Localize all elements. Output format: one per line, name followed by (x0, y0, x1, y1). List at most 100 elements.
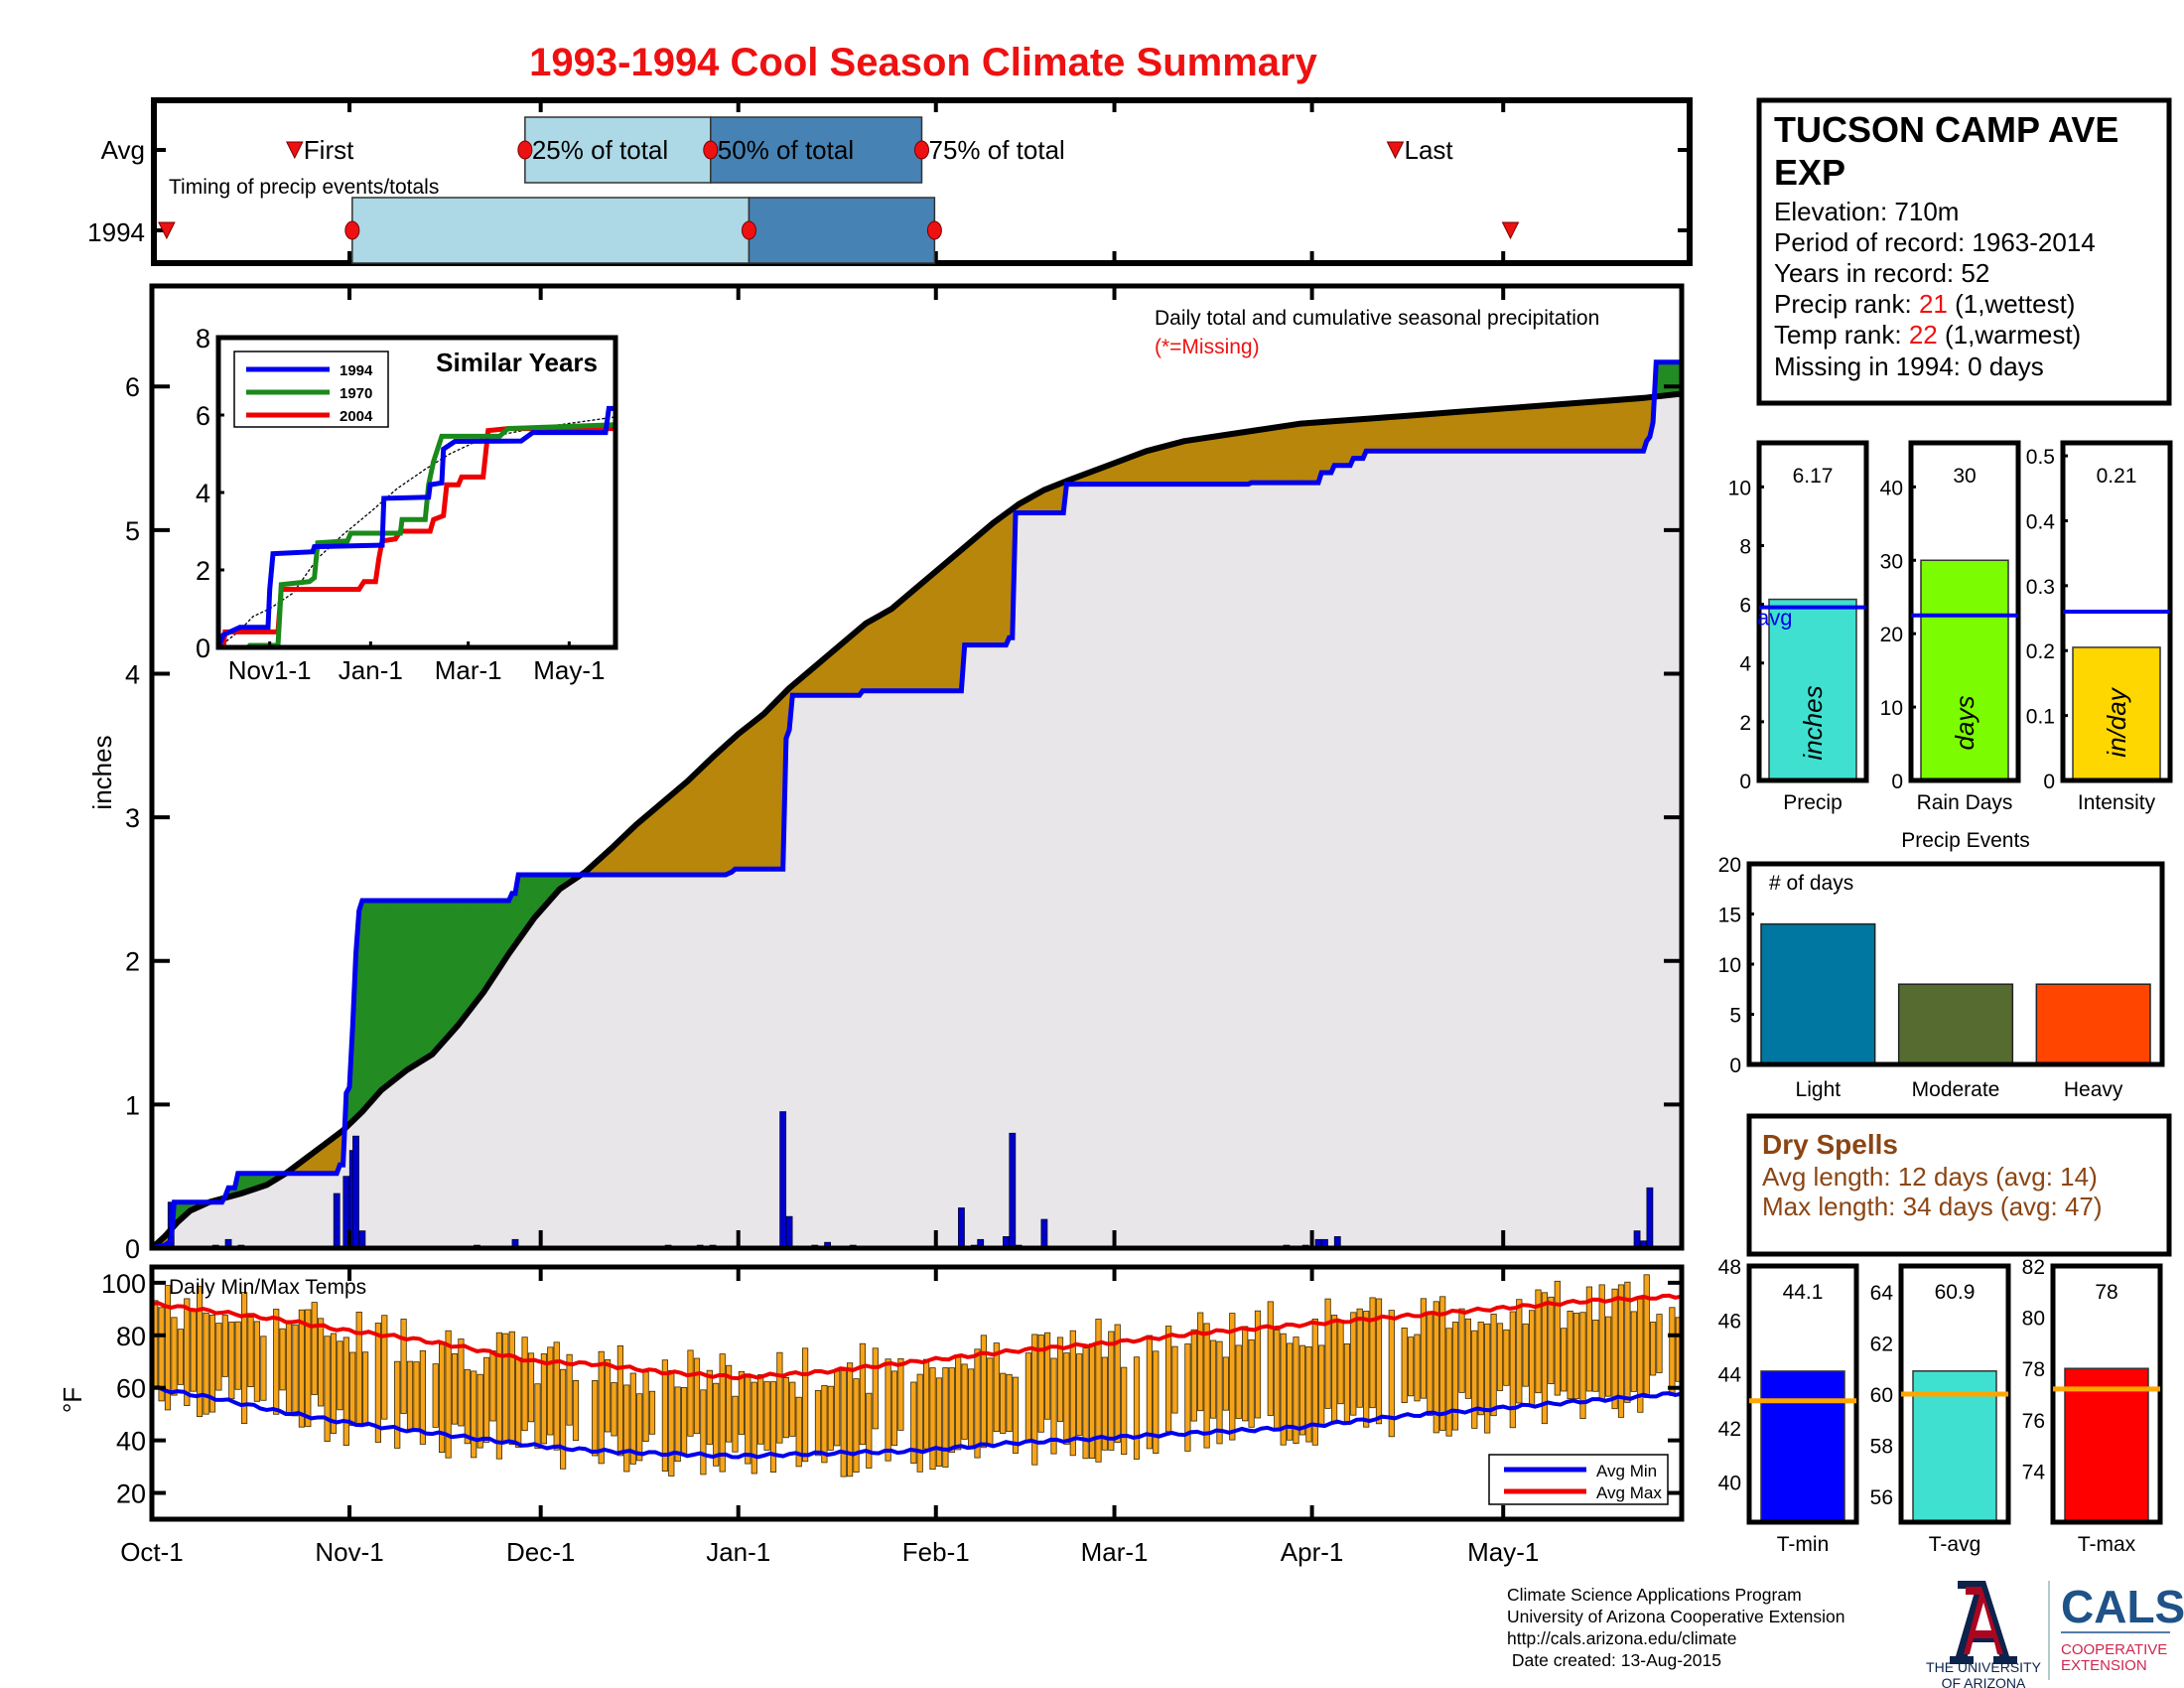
below-average-strip (1209, 437, 1214, 485)
below-average-strip (792, 683, 797, 696)
below-average-strip (1219, 435, 1224, 485)
below-average-strip (1127, 457, 1132, 485)
daily-temp-bar (1541, 1292, 1548, 1425)
below-average-strip (983, 529, 988, 645)
above-average-strip (419, 901, 424, 1061)
daily-temp-bar (1153, 1350, 1160, 1455)
x-axis-month-label: Apr-1 (1281, 1537, 1344, 1567)
temp-rank-note: (1,warmest) (1938, 320, 2081, 350)
above-average-strip (1656, 361, 1661, 397)
below-average-strip (1483, 409, 1488, 452)
daily-temp-bar (1305, 1346, 1312, 1443)
below-average-strip (1598, 401, 1603, 452)
above-average-strip (253, 1173, 258, 1190)
below-average-strip (942, 564, 946, 691)
inset-legend-label-1994: 1994 (340, 362, 373, 379)
daily-temp-bar (1095, 1319, 1102, 1463)
daily-temp-bar (234, 1321, 241, 1390)
below-average-strip (722, 747, 727, 875)
daily-temp-bar (445, 1330, 452, 1459)
main-ytick-label: 3 (125, 803, 140, 833)
below-average-strip (1564, 403, 1569, 452)
events-ytick-label: 10 (1718, 954, 1741, 977)
below-average-strip (1261, 429, 1266, 484)
tmax-value-label: 78 (2095, 1281, 2117, 1304)
below-average-strip (945, 561, 950, 691)
below-average-strip (1180, 441, 1185, 485)
below-average-strip (1267, 428, 1272, 484)
precip-avg-label: avg (1757, 606, 1792, 631)
below-average-strip (696, 771, 701, 875)
daily-temp-bar (719, 1353, 726, 1473)
below-average-strip (1471, 410, 1475, 452)
below-average-strip (693, 774, 698, 875)
below-average-strip (1164, 445, 1169, 485)
below-average-strip (753, 720, 758, 870)
tavg-value-label: 60.9 (1935, 1281, 1976, 1304)
below-average-strip (872, 619, 877, 691)
below-average-strip (1401, 416, 1406, 452)
rain_days-ytick-label: 0 (1891, 771, 1903, 793)
daily-temp-bar (968, 1368, 975, 1450)
tmin-ytick-label: 42 (1718, 1418, 1741, 1441)
cumulative-precip-chart: 0 1 2 3 4 5 6 inches Daily total and cumulativ… (87, 283, 1685, 1264)
x-axis-month-label: Oct-1 (120, 1537, 184, 1567)
daily-temp-bar (821, 1385, 828, 1464)
tmin-ytick-label: 48 (1718, 1256, 1741, 1279)
daily-temp-bar (1076, 1353, 1083, 1436)
below-average-strip (1503, 408, 1508, 452)
rain_days-frame (1908, 440, 2021, 783)
below-average-strip (301, 1160, 306, 1174)
daily-temp-bar (769, 1381, 777, 1473)
intensity-bar (2072, 646, 2161, 781)
daily-temp-bar (540, 1353, 548, 1445)
daily-temp-bar (164, 1285, 172, 1411)
above-average-strip (458, 901, 463, 1024)
daily-temp-bar (642, 1371, 649, 1443)
daily-temp-bar (1254, 1310, 1262, 1419)
precip-ytick-label: 8 (1739, 535, 1751, 558)
station-frame (1756, 97, 2172, 406)
y1994-first-marker (158, 221, 176, 240)
daily-temp-bar (527, 1352, 535, 1423)
below-average-strip (1448, 412, 1453, 452)
legend-avg-max-label: Avg Max (1596, 1483, 1662, 1502)
precip-event-label: Light (1796, 1078, 1842, 1101)
daily-temp-bar (872, 1347, 879, 1430)
below-average-strip (1451, 412, 1456, 452)
above-average-strip (260, 1173, 264, 1187)
daily-temp-bar (1356, 1308, 1363, 1408)
below-average-strip (948, 559, 953, 691)
tmax-ytick-label: 78 (2022, 1358, 2045, 1381)
below-average-strip (1177, 442, 1182, 485)
daily-temp-bar (706, 1369, 713, 1446)
daily-temp-bar (700, 1389, 707, 1476)
daily-temp-bar (1503, 1329, 1510, 1386)
below-average-strip (1143, 451, 1148, 485)
daily-temp-bar (1408, 1336, 1415, 1397)
below-average-strip (890, 608, 895, 691)
below-average-strip (1248, 431, 1253, 484)
above-average-strip (358, 906, 363, 1114)
rain_days-value-label: 30 (1953, 465, 1976, 488)
avg-50-75-box (710, 116, 923, 184)
daily-temp-bar (648, 1390, 656, 1435)
above-average-strip (492, 901, 497, 976)
below-average-strip (993, 521, 998, 645)
precip-event-bar-heavy (2035, 983, 2151, 1065)
below-average-strip (897, 602, 902, 691)
footer-line2: University of Arizona Cooperative Extens… (1507, 1607, 1844, 1626)
x-axis-month-label: Feb-1 (902, 1537, 970, 1567)
daily-temp-bar (1280, 1333, 1287, 1446)
below-average-strip (1369, 418, 1374, 452)
y1994-50-marker (741, 220, 756, 240)
daily-precip-bar (358, 1230, 366, 1249)
below-average-strip (1579, 402, 1584, 452)
daily-temp-bar (616, 1345, 624, 1457)
daily-temp-bar (508, 1331, 515, 1446)
below-average-strip (1337, 420, 1342, 466)
daily-temp-bar (1146, 1335, 1153, 1450)
below-average-strip (1624, 399, 1629, 452)
below-average-strip (913, 589, 918, 691)
